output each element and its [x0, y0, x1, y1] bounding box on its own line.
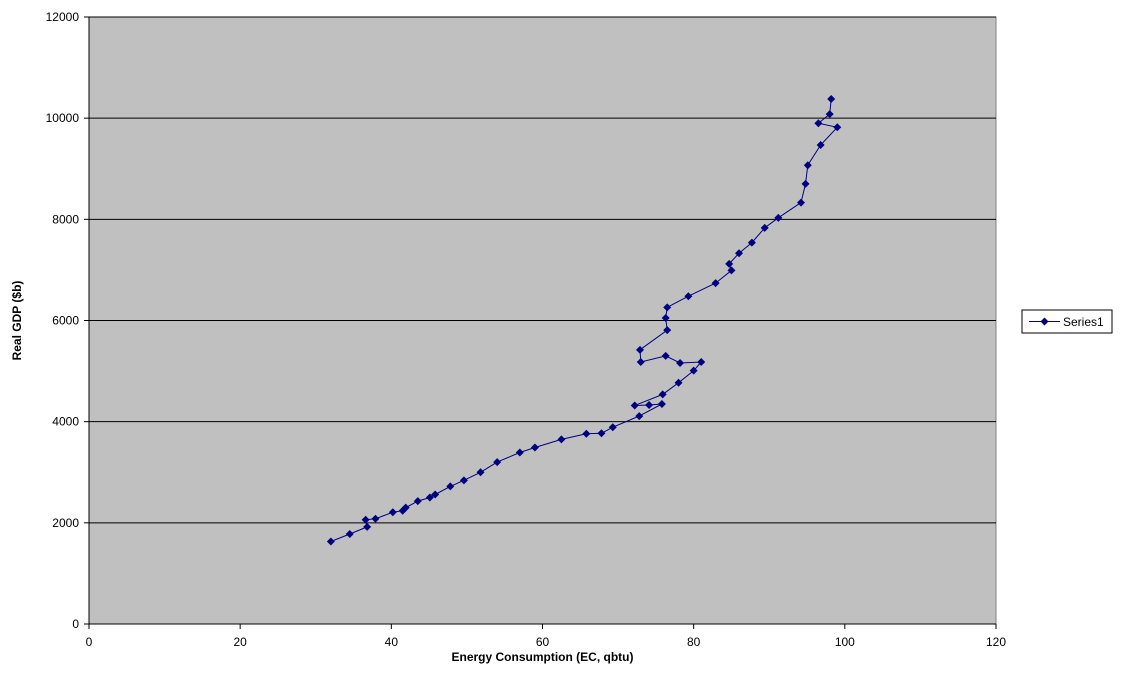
y-axis-title: Real GDP ($b): [10, 281, 24, 361]
data-point-35: [663, 303, 672, 312]
x-tick-label-0: 0: [86, 635, 93, 649]
data-point-0: [326, 537, 335, 546]
data-point-36: [684, 292, 693, 301]
data-point-9: [425, 493, 434, 502]
data-point-34: [661, 313, 670, 322]
data-point-22: [657, 399, 666, 408]
data-point-11: [446, 482, 455, 491]
data-point-51: [827, 94, 836, 103]
data-point-23: [645, 400, 654, 409]
data-point-37: [711, 279, 720, 288]
data-point-15: [515, 448, 524, 457]
data-point-5: [388, 508, 397, 517]
data-point-21: [635, 412, 644, 421]
data-point-27: [689, 366, 698, 375]
series-layer: [326, 94, 842, 546]
data-point-44: [796, 198, 805, 207]
data-point-20: [608, 423, 617, 432]
data-point-32: [636, 345, 645, 354]
data-point-29: [676, 358, 685, 367]
data-point-12: [459, 476, 468, 485]
data-point-14: [493, 458, 502, 467]
data-point-19: [597, 429, 606, 438]
gridlines: [89, 16, 996, 524]
y-tick-label-2: 4000: [52, 415, 79, 429]
data-point-45: [801, 179, 810, 188]
x-tick-label-4: 80: [687, 635, 701, 649]
data-point-18: [582, 429, 591, 438]
legend-marker-icon: [1040, 317, 1049, 326]
data-point-31: [636, 357, 645, 366]
legend: Series1: [1021, 309, 1113, 334]
data-point-47: [816, 140, 825, 149]
y-tick-label-0: 0: [72, 617, 79, 631]
data-point-8: [413, 497, 422, 506]
y-tick-label-5: 10000: [46, 111, 80, 125]
y-axis-ticks: 0 2000 4000 6000 8000 10000 12000: [46, 10, 89, 631]
data-point-42: [760, 223, 769, 232]
x-axis-ticks: 0 20 40 60 80 100 120: [86, 624, 1006, 649]
data-point-33: [663, 326, 672, 335]
y-tick-label-3: 6000: [52, 314, 79, 328]
x-tick-label-1: 20: [233, 635, 247, 649]
y-tick-label-6: 12000: [46, 10, 80, 24]
data-point-49: [814, 119, 823, 128]
data-point-41: [747, 238, 756, 247]
x-tick-label-5: 100: [835, 635, 855, 649]
y-tick-label-4: 8000: [52, 212, 79, 226]
data-point-39: [725, 259, 734, 268]
data-point-28: [697, 357, 706, 366]
data-point-17: [557, 435, 566, 444]
data-point-13: [476, 468, 485, 477]
legend-label: Series1: [1063, 315, 1104, 329]
legend-box: [1021, 309, 1113, 334]
data-point-40: [735, 249, 744, 258]
x-tick-label-2: 40: [385, 635, 399, 649]
x-tick-label-6: 120: [986, 635, 1006, 649]
y-tick-label-1: 2000: [52, 516, 79, 530]
data-point-26: [674, 378, 683, 387]
data-point-38: [727, 266, 736, 275]
data-point-46: [803, 161, 812, 170]
x-tick-label-3: 60: [536, 635, 550, 649]
data-point-25: [658, 390, 667, 399]
series-line-0: [330, 98, 839, 542]
data-point-3: [361, 515, 370, 524]
data-point-24: [630, 401, 639, 410]
data-point-4: [371, 514, 380, 523]
data-point-50: [825, 110, 834, 119]
data-point-10: [431, 490, 440, 499]
data-point-30: [661, 351, 670, 360]
data-point-43: [774, 213, 783, 222]
data-point-2: [363, 522, 372, 531]
data-point-16: [530, 443, 539, 452]
data-point-1: [345, 529, 354, 538]
data-point-48: [833, 123, 842, 132]
data-point-7: [401, 503, 410, 512]
x-axis-title: Energy Consumption (EC, qbtu): [452, 650, 634, 664]
